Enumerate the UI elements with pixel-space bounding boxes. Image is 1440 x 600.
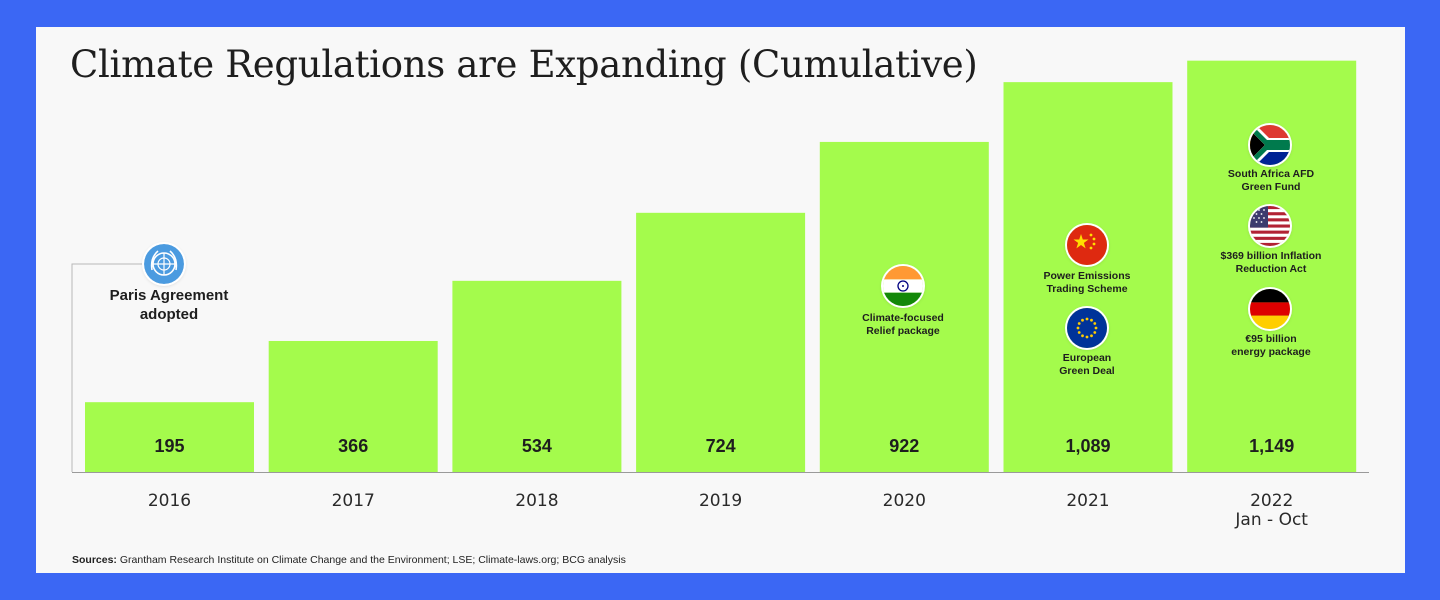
annotation-label-2022: $369 billion Inflation Reduction Act bbox=[1220, 250, 1322, 275]
bar-2017 bbox=[268, 340, 438, 472]
x-tick-label-2016: 2016 bbox=[148, 491, 191, 511]
x-tick-sublabel-2022: Jan - Oct bbox=[1234, 510, 1308, 530]
germany-flag-icon bbox=[1250, 289, 1290, 329]
x-tick-label-2019: 2019 bbox=[699, 491, 742, 511]
x-tick-label-2021: 2021 bbox=[1066, 491, 1109, 511]
sources-text: Grantham Research Institute on Climate C… bbox=[116, 554, 626, 566]
x-tick-label-2020: 2020 bbox=[883, 491, 926, 511]
value-label-2021: 1,089 bbox=[1065, 436, 1110, 456]
bar-2019 bbox=[636, 212, 806, 473]
x-tick-label-2017: 2017 bbox=[332, 491, 375, 511]
value-label-2022: 1,149 bbox=[1249, 436, 1294, 456]
x-tick-label-2022: 2022 bbox=[1250, 491, 1293, 511]
sources-label: Sources: bbox=[72, 554, 117, 566]
annotation-label-2021: Power Emissions Trading Scheme bbox=[1043, 270, 1131, 295]
un-emblem-icon bbox=[144, 244, 184, 284]
value-label-2018: 534 bbox=[522, 436, 552, 456]
annotation-leader-line bbox=[71, 263, 144, 472]
annotation-label-2022: €95 billion energy package bbox=[1231, 333, 1311, 358]
bar-2020 bbox=[819, 141, 989, 472]
bar-chart: 195 2016 366 2017 534 2018 724 2019 922 2020 1,089… bbox=[71, 60, 1369, 530]
bar-2021 bbox=[1003, 82, 1173, 472]
x-tick-label-2018: 2018 bbox=[515, 491, 558, 511]
chart-card: Climate Regulations are Expanding (Cumul… bbox=[36, 27, 1405, 573]
sources-note: Sources: Grantham Research Institute on … bbox=[72, 554, 626, 566]
value-label-2019: 724 bbox=[706, 436, 736, 456]
bar-2016 bbox=[85, 402, 254, 472]
usa-flag-icon bbox=[1250, 206, 1290, 246]
value-label-2016: 195 bbox=[154, 436, 184, 456]
eu-flag-icon bbox=[1067, 308, 1107, 348]
value-label-2020: 922 bbox=[889, 436, 919, 456]
bar-2018 bbox=[452, 280, 622, 472]
india-flag-icon bbox=[883, 266, 923, 306]
annotation-label-2022: South Africa AFD Green Fund bbox=[1227, 168, 1315, 193]
south-africa-flag-icon bbox=[1250, 125, 1290, 165]
chart-title: Climate Regulations are Expanding (Cumul… bbox=[70, 43, 978, 86]
china-flag-icon bbox=[1067, 225, 1107, 265]
annotation-label-2016: Paris Agreement adopted bbox=[109, 287, 229, 323]
annotation-label-2020: Climate-focused Relief package bbox=[862, 312, 944, 337]
value-label-2017: 366 bbox=[338, 436, 368, 456]
annotation-label-2021: European Green Deal bbox=[1059, 352, 1115, 377]
